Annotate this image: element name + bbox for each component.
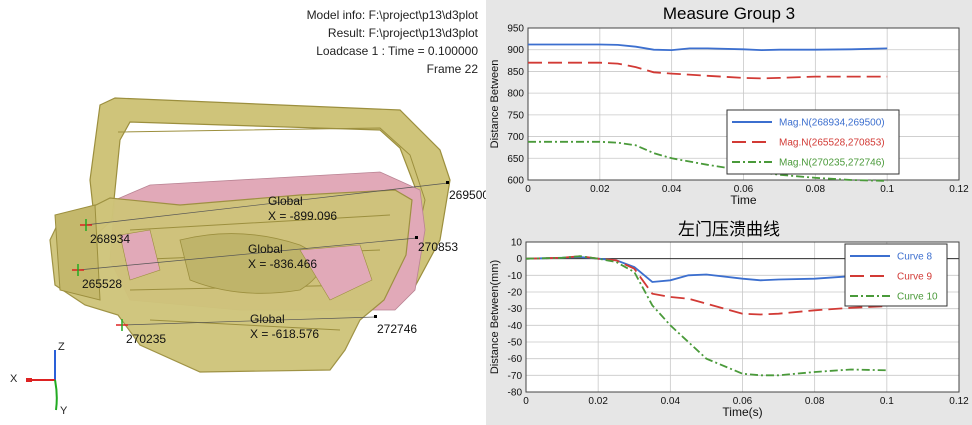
- model-info-line: Model info: F:\project\p13\d3plot: [306, 8, 478, 22]
- y-tick-label: -10: [508, 271, 523, 282]
- x-tick-label: 0.1: [880, 396, 894, 407]
- measure-title: Global: [268, 194, 303, 208]
- y-tick-label: -80: [508, 388, 523, 399]
- x-tick-label: 0.06: [733, 396, 753, 407]
- y-tick-label: -30: [508, 304, 523, 315]
- measure-value: X = -836.466: [248, 257, 317, 271]
- x-tick-label: 0.1: [880, 184, 894, 195]
- frame-info-line: Frame 22: [426, 62, 478, 76]
- model-viewport[interactable]: Z X Y 268934 265528 270235 269500 270853…: [0, 0, 486, 425]
- y-tick-label: 750: [507, 110, 524, 121]
- loadcase-info-line: Loadcase 1 : Time = 0.100000: [316, 44, 478, 58]
- x-tick-label: 0.08: [805, 396, 825, 407]
- x-tick-label: 0.08: [806, 184, 826, 195]
- door-model-canvas: Z X Y 268934 265528 270235 269500 270853…: [10, 97, 486, 417]
- y-tick-label: 800: [507, 89, 524, 100]
- plot2-title: 左门压溃曲线: [678, 220, 780, 239]
- node-marker-270235: [116, 319, 128, 331]
- x-tick-label: 0.02: [588, 396, 608, 407]
- axis-y-label: Y: [60, 405, 68, 417]
- axis-x-label: X: [10, 373, 18, 385]
- legend-entry: Mag.N(268934,269500): [779, 118, 885, 129]
- plot1-title: Measure Group 3: [662, 4, 796, 23]
- y-tick-label: -60: [508, 354, 523, 365]
- series-line-3: [525, 255, 887, 377]
- legend: Curve 8 Curve 9 Curve 10: [844, 243, 948, 307]
- x-tick-label: 0.02: [590, 184, 610, 195]
- door-crush-chart[interactable]: 0 0.02 0.04 0.06 0.08 0.1 0.12 -80 -70 -60 -50 -40 -…: [486, 210, 972, 425]
- axis-triad: Z X Y: [10, 341, 68, 417]
- plot-window: Measure Group 3 0 0.02 0.04 0.06 0.08 0.1 0.12…: [486, 0, 972, 425]
- measure-value: X = -618.576: [250, 327, 319, 341]
- y-tick-label: 600: [507, 176, 524, 187]
- node-label: 272746: [377, 322, 417, 336]
- result-info-line: Result: F:\project\p13\d3plot: [327, 26, 478, 40]
- plot-border: [527, 27, 960, 181]
- x-axis-label: Time: [730, 193, 757, 207]
- y-tick-label: 700: [507, 132, 524, 143]
- y-tick-label: -20: [508, 288, 523, 299]
- x-tick-label: 0.04: [662, 184, 682, 195]
- series-line-3: [528, 140, 888, 182]
- y-axis-label: Distance Between(mm): [489, 260, 501, 374]
- x-tick-label: 0.06: [734, 184, 754, 195]
- measure-title: Global: [248, 242, 283, 256]
- legend-entry: Curve 9: [897, 272, 932, 283]
- legend-entry: Mag.N(265528,270853): [779, 138, 885, 149]
- x-tick-label: 0: [525, 184, 531, 195]
- x-tick-label: 0.12: [949, 184, 969, 195]
- series-line-2: [525, 255, 887, 316]
- node-label: 268934: [90, 232, 130, 246]
- node-label: 269500: [449, 188, 486, 202]
- y-tick-label: 950: [507, 24, 524, 35]
- y-tick-label: -70: [508, 371, 523, 382]
- x-tick-label: 0: [523, 396, 529, 407]
- series-line-2: [528, 61, 888, 80]
- y-tick-label: 850: [507, 67, 524, 78]
- legend-entry: Curve 8: [897, 252, 932, 263]
- y-tick-label: 0: [516, 254, 522, 265]
- node-label: 265528: [82, 277, 122, 291]
- y-tick-label: 10: [511, 238, 523, 249]
- x-tick-label: 0.12: [949, 396, 969, 407]
- legend-entry: Curve 10: [897, 292, 938, 303]
- x-tick-label: 0.04: [661, 396, 681, 407]
- y-tick-label: 900: [507, 45, 524, 56]
- legend-entry: Mag.N(270235,272746): [779, 158, 885, 169]
- node-marker-265528: [72, 264, 84, 276]
- axis-z-label: Z: [58, 341, 65, 353]
- model-info-block: Model info: F:\project\p13\d3plot Result…: [307, 6, 478, 78]
- plot-border: [525, 241, 960, 393]
- node-marker-268934: [80, 219, 92, 231]
- y-tick-label: -50: [508, 338, 523, 349]
- measure-title: Global: [250, 312, 285, 326]
- y-axis-label: Distance Between: [489, 60, 501, 149]
- node-label: 270853: [418, 240, 458, 254]
- x-axis-label: Time(s): [722, 405, 762, 419]
- y-tick-label: -40: [508, 321, 523, 332]
- series-line-1: [528, 43, 888, 52]
- node-label: 270235: [126, 332, 166, 346]
- y-tick-label: 650: [507, 154, 524, 165]
- legend: Mag.N(268934,269500) Mag.N(265528,270853)…: [726, 109, 900, 175]
- measure-value: X = -899.096: [268, 209, 337, 223]
- measure-group-chart[interactable]: 0 0.02 0.04 0.06 0.08 0.1 0.12 600 650 700 750 800 8…: [486, 0, 972, 210]
